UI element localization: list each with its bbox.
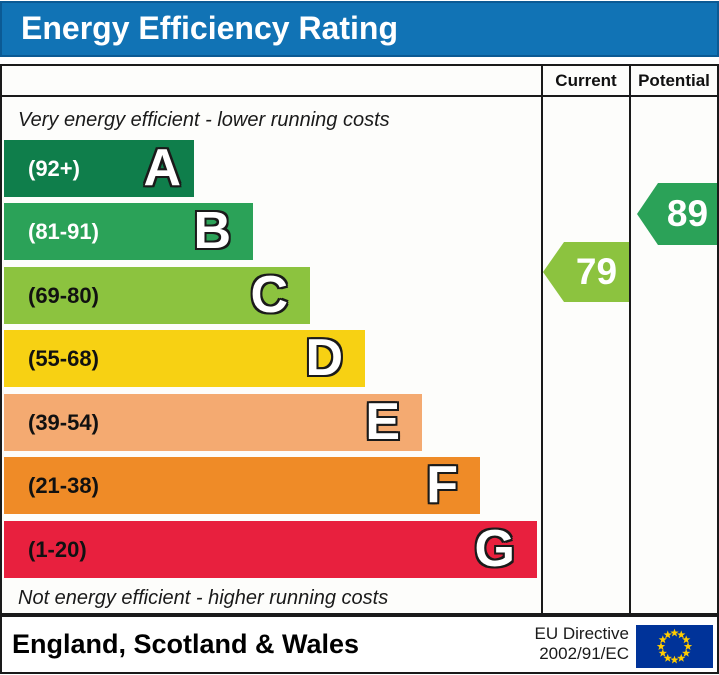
band-letter: E <box>365 393 400 451</box>
band-range-label: (55-68) <box>28 346 99 371</box>
band-b: (81-91) B <box>4 203 253 260</box>
potential-rating-arrow: 89 <box>637 183 717 245</box>
energy-rating-chart: Current Potential Very energy efficient … <box>0 64 719 615</box>
eu-directive-label: EU Directive 2002/91/EC <box>452 624 629 664</box>
eu-directive-line1: EU Directive <box>534 624 629 643</box>
inefficient-note: Not energy efficient - higher running co… <box>18 587 389 609</box>
eu-flag-icon <box>636 625 713 668</box>
band-range-label: (1-20) <box>28 537 87 562</box>
region-label: England, Scotland & Wales <box>12 629 360 659</box>
current-column-header: Current <box>555 71 617 90</box>
band-e: (39-54) E <box>4 394 422 451</box>
band-range-label: (39-54) <box>28 410 99 435</box>
band-range-label: (81-91) <box>28 219 99 244</box>
band-range-label: (92+) <box>28 156 80 181</box>
band-f: (21-38) F <box>4 457 480 514</box>
eu-directive-line2: 2002/91/EC <box>539 644 629 663</box>
band-range-label: (69-80) <box>28 283 99 308</box>
potential-column-divider <box>629 66 631 613</box>
potential-column-header: Potential <box>638 71 710 90</box>
band-letter: D <box>305 329 343 387</box>
band-a: (92+) A <box>4 140 194 197</box>
band-d: (55-68) D <box>4 330 365 387</box>
band-letter: G <box>474 520 515 578</box>
band-letter: F <box>426 456 458 514</box>
footer-bar: England, Scotland & Wales EU Directive 2… <box>0 615 719 674</box>
band-range-label: (21-38) <box>28 473 99 498</box>
title-bar: Energy Efficiency Rating <box>0 1 719 57</box>
band-letter: B <box>193 202 231 260</box>
potential-rating-value: 89 <box>666 193 709 234</box>
band-letter: C <box>250 266 288 324</box>
current-rating-value: 79 <box>575 251 618 292</box>
page-title: Energy Efficiency Rating <box>21 10 398 46</box>
header-divider <box>2 95 717 97</box>
band-g: (1-20) G <box>4 521 537 578</box>
band-letter: A <box>143 139 181 197</box>
efficient-note: Very energy efficient - lower running co… <box>18 109 390 131</box>
band-c: (69-80) C <box>4 267 310 324</box>
current-column-divider <box>541 66 543 613</box>
current-rating-arrow: 79 <box>543 242 629 302</box>
